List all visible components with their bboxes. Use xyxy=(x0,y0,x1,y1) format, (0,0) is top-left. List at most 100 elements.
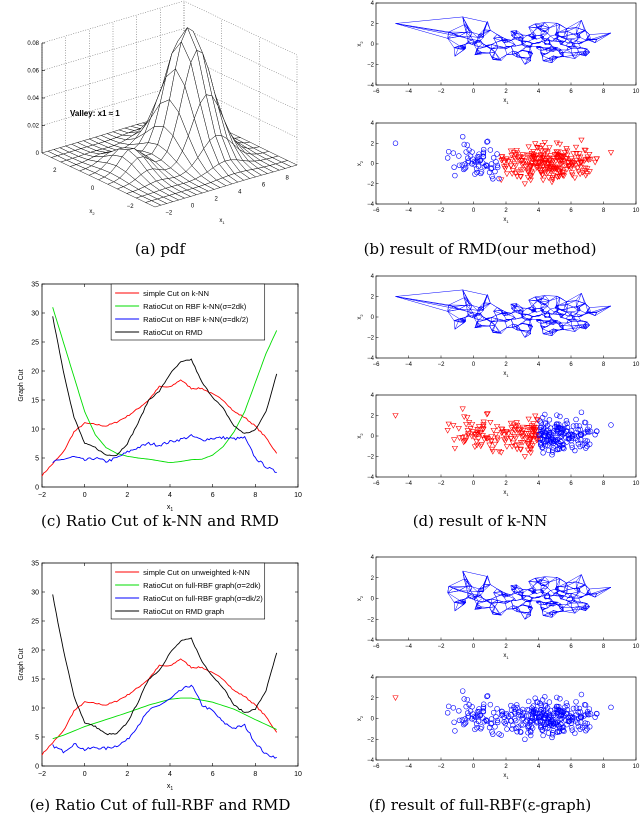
y-tick-label: 2 xyxy=(371,696,375,702)
point-circle xyxy=(473,714,479,720)
x-tick-label: 2 xyxy=(214,197,218,203)
point-triangle xyxy=(560,169,567,176)
point-circle xyxy=(504,726,510,732)
legend-label: simple Cut on unweighted k-NN xyxy=(143,568,250,577)
x-tick-label: 10 xyxy=(294,771,302,778)
point-circle xyxy=(542,703,549,709)
point-circle xyxy=(456,708,462,714)
x-tick-label: 6 xyxy=(211,492,215,499)
point-triangle xyxy=(554,174,561,180)
y-tick-label: 30 xyxy=(31,311,39,318)
point-circle xyxy=(578,409,585,415)
point-circle xyxy=(537,724,544,731)
point-circle xyxy=(462,164,469,171)
point-circle xyxy=(532,695,538,701)
x-tick-label: −6 xyxy=(373,481,381,487)
point-circle xyxy=(493,159,499,165)
point-triangle xyxy=(533,437,540,444)
x-tick-label: 4 xyxy=(238,190,242,196)
point-triangle xyxy=(540,153,547,160)
point-triangle xyxy=(532,154,539,161)
point-triangle xyxy=(517,447,524,453)
y-tick-label: −4 xyxy=(367,202,375,208)
point-circle xyxy=(524,717,530,723)
series-line-1 xyxy=(52,307,278,464)
x-tick-label: 10 xyxy=(633,644,640,650)
x-axis-label-text: x1 xyxy=(167,783,174,792)
point-circle xyxy=(544,705,551,711)
point-triangle xyxy=(582,157,589,163)
point-triangle xyxy=(532,141,539,147)
point-triangle xyxy=(550,168,557,175)
point-triangle xyxy=(583,171,591,177)
y-tick-label: −2 xyxy=(367,455,375,461)
point-triangle xyxy=(507,148,515,155)
point-circle xyxy=(594,711,600,717)
point-triangle xyxy=(577,154,584,161)
point-circle xyxy=(560,427,566,433)
point-circle xyxy=(516,712,522,718)
point-circle xyxy=(541,439,547,445)
point-triangle xyxy=(521,181,528,187)
x-tick-label: 4 xyxy=(537,764,541,770)
y-tick-label: 30 xyxy=(31,590,39,597)
point-triangle xyxy=(560,155,567,161)
point-circle xyxy=(464,142,470,148)
y-tick-label: 4 xyxy=(371,121,375,127)
point-triangle xyxy=(554,149,561,156)
point-circle xyxy=(480,146,487,153)
x-tick-label: 8 xyxy=(602,89,606,95)
point-circle xyxy=(489,729,495,735)
point-circle xyxy=(559,724,565,731)
legend-label: RatioCut on RBF k-NN(σ=dk/2) xyxy=(143,315,249,324)
point-circle xyxy=(554,439,560,445)
point-circle xyxy=(465,158,471,164)
x-tick-label: −2 xyxy=(438,764,446,770)
point-triangle xyxy=(524,175,532,181)
point-circle xyxy=(539,428,546,434)
point-triangle xyxy=(539,143,546,149)
point-circle xyxy=(496,731,502,737)
x-tick-label: 8 xyxy=(602,644,606,650)
point-circle xyxy=(465,155,471,161)
point-triangle xyxy=(445,421,452,428)
y-tick-label: 2 xyxy=(371,295,375,301)
point-triangle xyxy=(521,454,528,460)
point-triangle xyxy=(584,166,591,172)
x-axis-label-text: x1 xyxy=(503,371,509,378)
point-circle xyxy=(488,166,494,172)
y-tick-label: 4 xyxy=(371,555,375,561)
y-axis-label: Graph Cut xyxy=(18,369,25,401)
legend-label: RatioCut on full-RBF graph(σ=2dk) xyxy=(143,581,261,590)
y-axis-label: x2 xyxy=(357,433,364,439)
point-triangle xyxy=(517,154,524,160)
point-triangle xyxy=(537,154,544,161)
series-line-0 xyxy=(41,379,278,477)
x-axis-label: x1 xyxy=(219,218,225,225)
graph-edges xyxy=(447,570,612,620)
legend-label: RatioCut on RBF k-NN(σ=2dk) xyxy=(143,302,247,311)
point-triangle xyxy=(494,435,501,442)
y-tick-label: 2 xyxy=(371,22,375,28)
point-triangle xyxy=(462,437,469,444)
point-triangle xyxy=(527,164,534,171)
x-tick-label: −2 xyxy=(438,644,446,650)
graph-edges xyxy=(395,16,612,65)
x-tick-label: 2 xyxy=(504,89,508,95)
x-tick-label: 2 xyxy=(504,481,508,487)
y-axis-label: x2 xyxy=(357,160,364,166)
point-triangle xyxy=(471,444,479,450)
y-tick-label: 5 xyxy=(35,735,39,742)
x-axis-label-text: x1 xyxy=(503,653,509,660)
point-triangle xyxy=(512,170,519,177)
point-triangle xyxy=(517,426,524,433)
point-triangle xyxy=(468,434,476,440)
x-tick-label: 2 xyxy=(125,771,129,778)
point-triangle xyxy=(392,695,399,701)
wall-grid xyxy=(41,0,298,56)
point-triangle xyxy=(478,442,485,448)
point-circle xyxy=(465,710,471,716)
point-circle xyxy=(574,437,581,444)
